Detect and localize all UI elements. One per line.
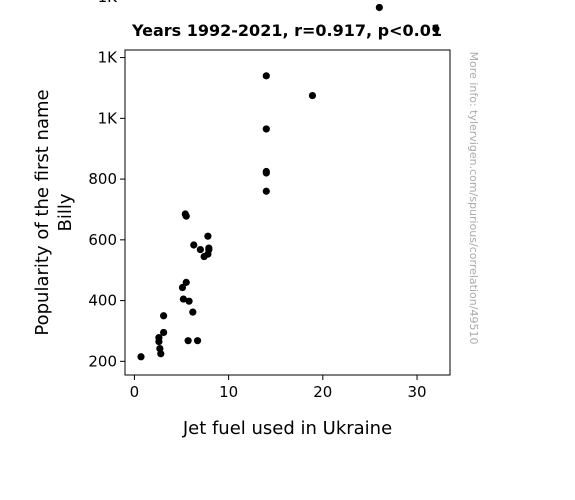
data-point-0 (137, 353, 145, 361)
data-point-8 (179, 295, 188, 303)
y-axis-ticks: 200 400 600 800 1K 1K 1K (88, 0, 125, 370)
data-point-30 (432, 25, 440, 33)
data-point-27 (262, 187, 270, 195)
y-tick-label: 600 (88, 231, 117, 249)
data-point-10 (182, 212, 190, 220)
y-tick-label: 1K (98, 49, 119, 67)
data-point-4 (157, 350, 165, 358)
data-point-7 (178, 283, 187, 292)
data-point-11 (182, 278, 190, 286)
data-point-19 (204, 232, 212, 240)
y-tick-label: 1K (98, 0, 119, 6)
data-point-2 (155, 337, 163, 346)
y-axis-label-line-1: Popularity of the first name (32, 89, 53, 335)
y-tick-label: 1K (98, 109, 119, 127)
data-point-5 (160, 328, 168, 337)
y-tick-label: 800 (88, 170, 117, 188)
x-tick-label: 20 (313, 383, 332, 401)
x-tick-label: 30 (407, 383, 426, 401)
x-axis-label: Jet fuel used in Ukraine (182, 418, 392, 439)
x-axis-ticks: 0 10 20 30 (130, 375, 427, 401)
chart-title: Years 1992-2021, r=0.917, p<0.01 (131, 21, 442, 40)
data-point-17 (196, 245, 204, 254)
data-point-14 (189, 308, 197, 316)
x-tick-label: 0 (130, 383, 140, 401)
data-point-16 (193, 337, 202, 345)
data-point-6 (160, 312, 168, 320)
y-tick-label: 400 (88, 292, 117, 310)
x-tick-label: 10 (219, 383, 238, 401)
data-point-22 (205, 245, 213, 254)
y-axis-label-line-2: Billy (55, 193, 76, 231)
data-point-26 (262, 169, 270, 177)
data-points (137, 3, 440, 361)
y-tick-label: 200 (88, 352, 117, 370)
data-point-28 (308, 91, 317, 100)
data-point-12 (184, 337, 192, 345)
data-point-23 (262, 72, 270, 80)
source-note: More info: tylervigen.com/spurious/corre… (467, 52, 480, 345)
data-point-29 (375, 3, 383, 12)
data-point-24 (262, 125, 270, 133)
data-point-15 (190, 241, 198, 249)
plot-frame (124, 49, 451, 376)
data-point-13 (185, 297, 193, 305)
